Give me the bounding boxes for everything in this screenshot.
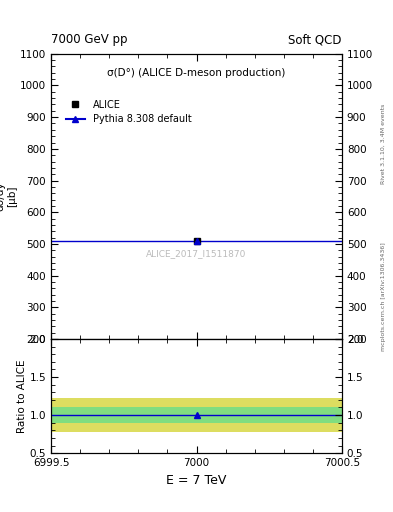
Text: mcplots.cern.ch [arXiv:1306.3436]: mcplots.cern.ch [arXiv:1306.3436] xyxy=(381,243,386,351)
X-axis label: E = 7 TeV: E = 7 TeV xyxy=(166,474,227,486)
Text: Rivet 3.1.10, 3.4M events: Rivet 3.1.10, 3.4M events xyxy=(381,103,386,183)
Bar xyxy=(51,408,342,423)
Text: 7000 GeV pp: 7000 GeV pp xyxy=(51,33,128,46)
Text: σ(D°) (ALICE D-meson production): σ(D°) (ALICE D-meson production) xyxy=(107,68,286,78)
Bar xyxy=(51,398,342,432)
Y-axis label: dσ/dy
[μb]: dσ/dy [μb] xyxy=(0,182,17,211)
Text: ALICE_2017_I1511870: ALICE_2017_I1511870 xyxy=(146,249,247,258)
Legend: ALICE, Pythia 8.308 default: ALICE, Pythia 8.308 default xyxy=(62,96,196,129)
Y-axis label: Ratio to ALICE: Ratio to ALICE xyxy=(17,359,27,433)
Text: Soft QCD: Soft QCD xyxy=(288,33,342,46)
